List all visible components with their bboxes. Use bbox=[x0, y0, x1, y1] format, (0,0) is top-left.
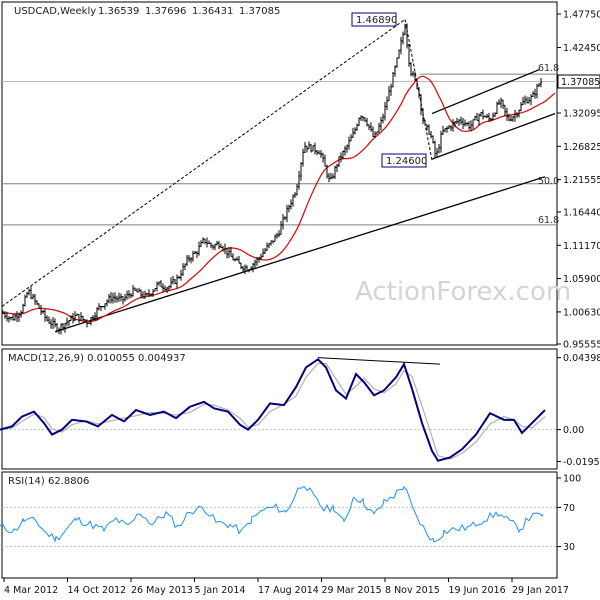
time-tick-label: 17 Aug 2014 bbox=[258, 585, 319, 596]
dashed-projection-line bbox=[1, 19, 406, 307]
price-tick-label: 1.16440 bbox=[563, 207, 600, 218]
price-axis: 1.47750 1.42450 1.37085 1.32095 1.26825 1.215… bbox=[557, 10, 600, 351]
price-tick-label: 1.32095 bbox=[563, 108, 600, 119]
channel-upper-line bbox=[431, 68, 541, 115]
time-tick-label: 19 Jun 2016 bbox=[449, 585, 506, 596]
macd-divergence-line bbox=[317, 357, 441, 365]
price-tick-label: 1.00630 bbox=[563, 307, 600, 318]
channel-lower-line bbox=[431, 112, 556, 160]
macd-label: MACD(12,26,9) 0.010055 0.004937 bbox=[8, 353, 186, 364]
price-pane-frame bbox=[1, 1, 558, 346]
price-tick-label: 1.05900 bbox=[563, 274, 600, 285]
rsi-tick-label: 70 bbox=[563, 503, 575, 514]
low-label-box bbox=[381, 153, 427, 168]
fib-mid-label: 50.0 bbox=[538, 176, 559, 187]
price-tick-label: 1.11170 bbox=[563, 241, 600, 252]
rsi-label: RSI(14) 62.8806 bbox=[8, 476, 89, 487]
rsi-line bbox=[0, 485, 544, 543]
last-price-tag bbox=[557, 74, 600, 89]
rsi-pane-frame bbox=[1, 471, 558, 579]
rsi-tick-label: 30 bbox=[563, 542, 575, 553]
fibonacci-levels bbox=[2, 73, 557, 226]
moving-average-line bbox=[2, 75, 556, 323]
rsi-lines bbox=[0, 485, 557, 548]
price-tick-label: 0.95555 bbox=[563, 340, 600, 351]
last-price-label: 1.37085 bbox=[561, 77, 600, 88]
moving-average bbox=[2, 75, 556, 323]
time-tick-label: 29 Mar 2015 bbox=[322, 585, 382, 596]
high-label-box bbox=[351, 12, 397, 27]
macd-signal-line bbox=[0, 362, 546, 460]
fib-lower-label: 61.8 bbox=[538, 215, 559, 226]
macd-main-line bbox=[0, 357, 546, 462]
macd-tick-label: 0.043983 bbox=[563, 353, 600, 364]
ohlc-open: 1.36539 bbox=[98, 6, 139, 17]
rsi-axis: 100 70 30 bbox=[557, 474, 581, 553]
time-tick-label: 8 Nov 2015 bbox=[385, 585, 440, 596]
ohlc-close: 1.37085 bbox=[239, 6, 280, 17]
time-tick-label: 14 Oct 2012 bbox=[68, 585, 127, 596]
macd-tick-label: -0.019501 bbox=[563, 457, 600, 468]
time-tick-label: 26 May 2013 bbox=[131, 585, 193, 596]
time-axis: 4 Mar 2012 14 Oct 2012 26 May 2013 5 Jan 20… bbox=[3, 578, 569, 596]
price-tick-label: 1.42450 bbox=[563, 43, 600, 54]
price-tick-label: 1.26825 bbox=[563, 142, 600, 153]
price-bars bbox=[2, 23, 542, 335]
macd-lines bbox=[0, 357, 557, 462]
high-label: 1.46890 bbox=[356, 15, 397, 26]
ohlc-high: 1.37696 bbox=[145, 6, 186, 17]
chart-title: USDCAD,Weekly bbox=[14, 6, 96, 17]
ohlc-low: 1.36431 bbox=[192, 6, 233, 17]
macd-tick-label: 0.00 bbox=[563, 425, 584, 436]
rsi-tick-label: 100 bbox=[563, 474, 581, 485]
macd-axis: 0.043983 0.00 -0.019501 bbox=[557, 353, 600, 468]
macd-pane-frame bbox=[1, 348, 558, 470]
long-term-trend-line bbox=[54, 176, 546, 333]
price-tick-label: 1.47750 bbox=[563, 10, 600, 21]
price-tick-label: 1.21555 bbox=[563, 175, 600, 186]
watermark: ActionForex.com bbox=[355, 277, 571, 307]
fib-upper-label: 61.8 bbox=[538, 63, 559, 74]
time-tick-label: 5 Jan 2014 bbox=[195, 585, 246, 596]
low-label: 1.24600 bbox=[386, 156, 427, 167]
time-tick-label: 4 Mar 2012 bbox=[4, 585, 58, 596]
time-tick-label: 29 Jan 2017 bbox=[512, 585, 569, 596]
